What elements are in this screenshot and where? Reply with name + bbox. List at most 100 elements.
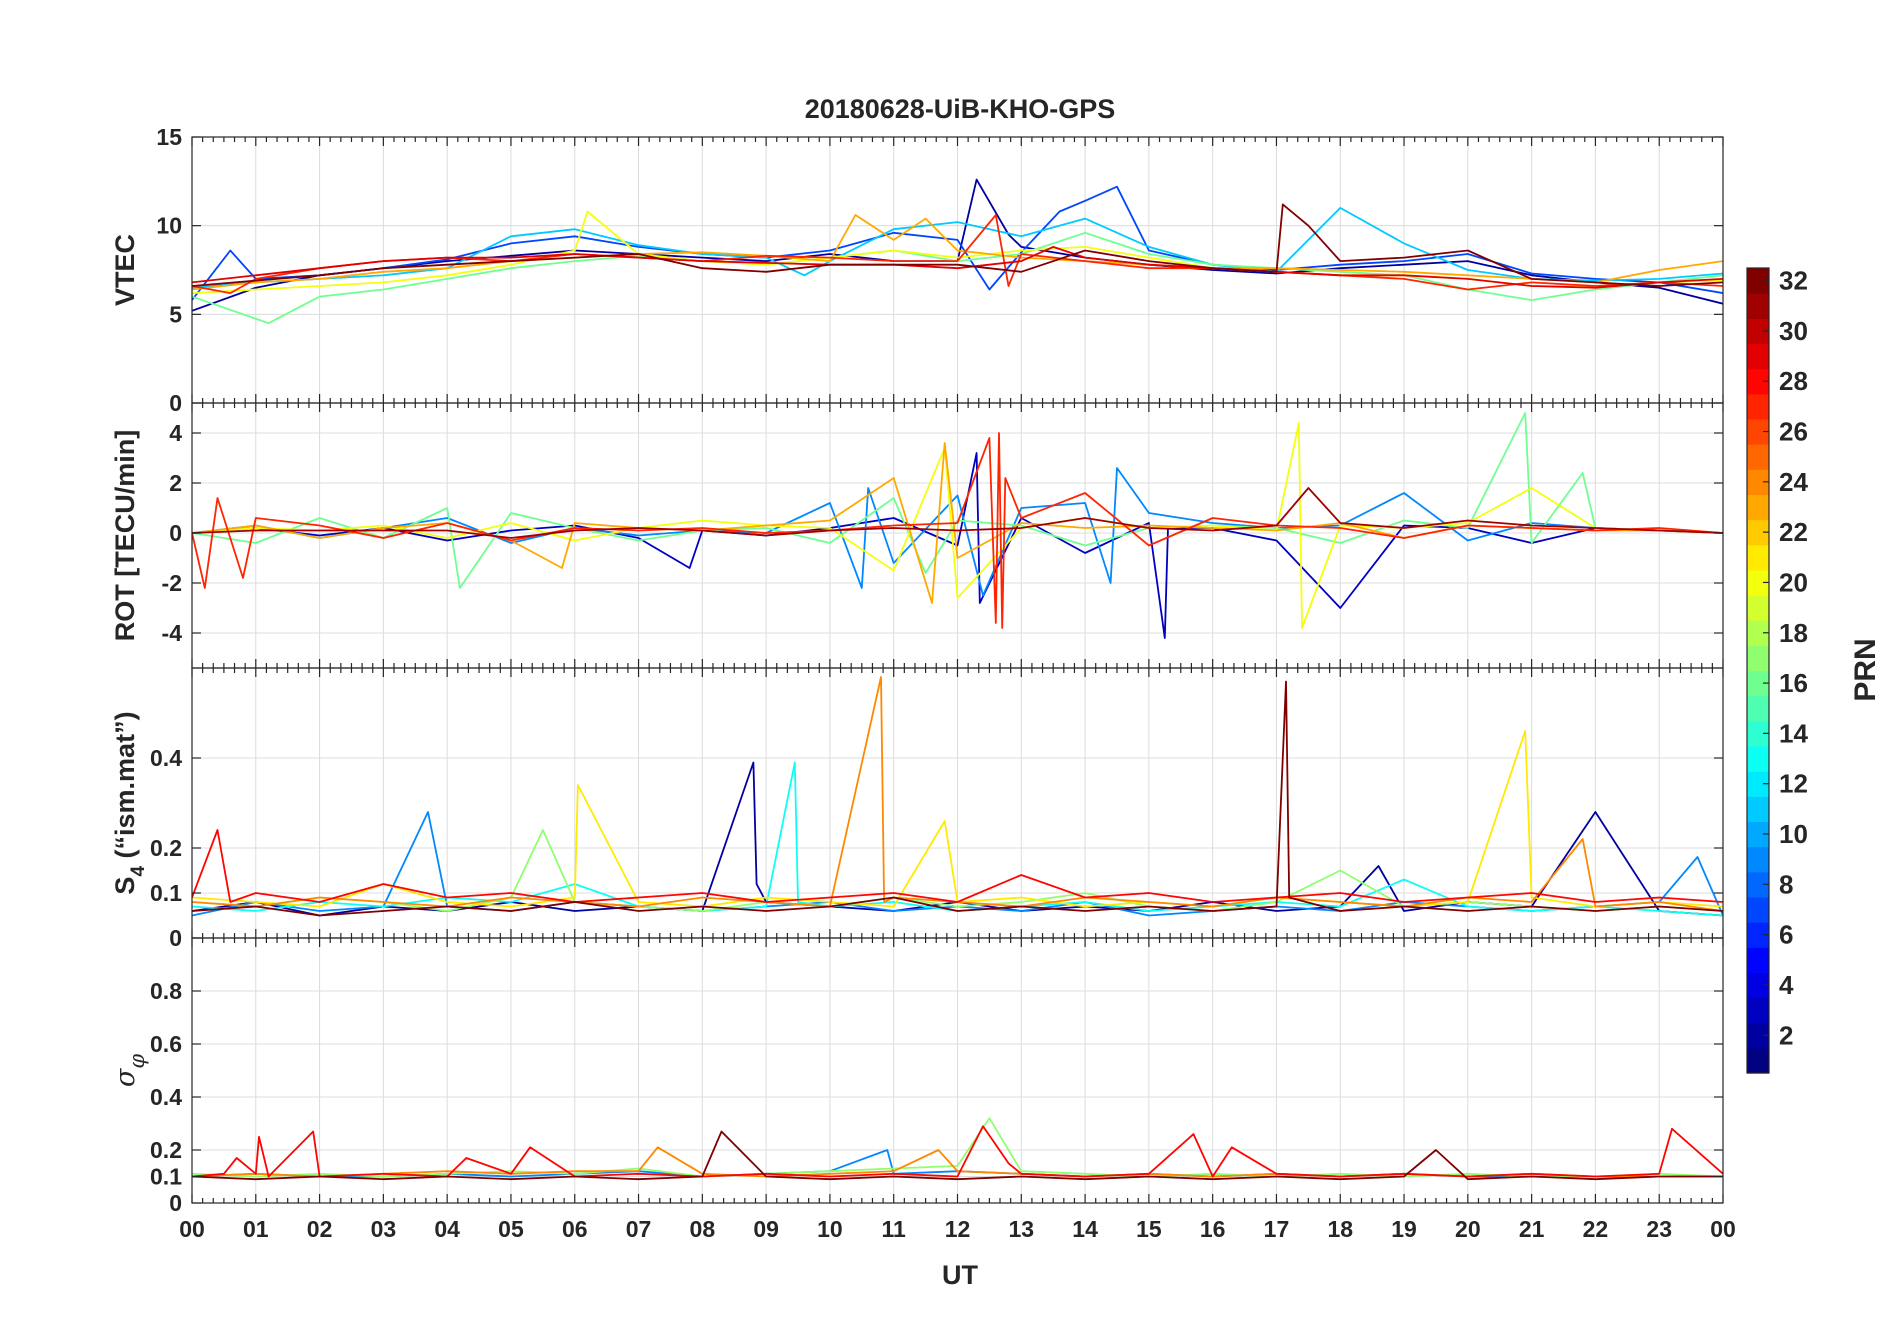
colorbar-segment (1747, 896, 1769, 923)
series-line-prn-28 (192, 1125, 1723, 1178)
colorbar-segment (1747, 871, 1769, 898)
colorbar-label: PRN (1849, 638, 1882, 701)
series-group (192, 1117, 1723, 1181)
series-line-prn-21 (192, 730, 1723, 908)
y-tick-label: 10 (156, 213, 182, 239)
colorbar-tick-label: 30 (1779, 316, 1808, 346)
x-tick-label: 18 (1327, 1216, 1353, 1242)
y-axis-label: ROT [TECU/min] (110, 430, 140, 641)
y-tick-label: 0.2 (150, 835, 182, 861)
colorbar-tick-label: 4 (1779, 970, 1794, 1000)
colorbar-segment (1747, 469, 1769, 496)
colorbar-segment (1747, 444, 1769, 470)
series-line-prn-13 (192, 761, 1723, 917)
colorbar-segment (1747, 544, 1769, 571)
colorbar-tick-label: 24 (1779, 467, 1808, 497)
panel-vtec: 0 5 10 15 VTEC (110, 124, 1724, 416)
y-axis-label: VTEC (110, 234, 140, 306)
colorbar-segment (1747, 670, 1769, 697)
colorbar-segment (1747, 318, 1769, 345)
series-line-prn-32 (192, 680, 1723, 917)
colorbar-segment (1747, 494, 1769, 521)
colorbar-segment (1747, 796, 1769, 823)
y-tick-label: 4 (169, 420, 182, 446)
y-tick-label: 0.2 (150, 1137, 182, 1163)
y-tick-label: 0.1 (150, 1164, 182, 1190)
colorbar-tick-label: 16 (1779, 668, 1808, 698)
colorbar-segment (1747, 343, 1769, 370)
y-tick-label: 0.1 (150, 880, 182, 906)
panel-rot: -4 -2 0 2 4 ROT [TECU/min] (110, 402, 1724, 669)
x-tick-label: 00 (179, 1216, 205, 1242)
series-line-prn-9 (192, 467, 1723, 597)
x-tick-label: 06 (562, 1216, 588, 1242)
x-tick-label: 13 (1008, 1216, 1034, 1242)
y-tick-label: 0.4 (150, 745, 182, 771)
x-tick-label: 08 (690, 1216, 716, 1242)
colorbar-segment (1747, 1047, 1769, 1074)
x-tick-label: 22 (1583, 1216, 1609, 1242)
colorbar-tick-label: 32 (1779, 266, 1808, 296)
colorbar-segment (1747, 418, 1769, 445)
colorbar-segment (1747, 922, 1769, 948)
x-tick-label: 19 (1391, 1216, 1417, 1242)
colorbar-segment (1747, 997, 1769, 1024)
y-tick-label: 0.4 (150, 1084, 182, 1110)
colorbar-tick-label: 14 (1779, 718, 1808, 748)
colorbar-segment (1747, 595, 1769, 621)
colorbar-tick-label: 28 (1779, 366, 1808, 396)
y-tick-label: 0 (169, 925, 182, 951)
y-tick-label: -4 (162, 620, 183, 646)
x-tick-label: 11 (882, 1216, 907, 1242)
x-tick-label: 02 (307, 1216, 333, 1242)
series-line-prn-29 (192, 246, 1723, 289)
x-tick-label: 21 (1519, 1216, 1545, 1242)
series-line-prn-31 (192, 487, 1723, 539)
y-tick-label: 0 (169, 390, 182, 416)
y-tick-label: 0.6 (150, 1031, 182, 1057)
colorbar-segment (1747, 745, 1769, 772)
colorbar-tick-label: 26 (1779, 417, 1808, 447)
colorbar-segment (1747, 1022, 1769, 1049)
x-tick-label: 20 (1455, 1216, 1481, 1242)
x-tick-label: 16 (1200, 1216, 1226, 1242)
series-line-prn-7 (192, 185, 1723, 301)
y-tick-label: -2 (162, 570, 182, 596)
colorbar-segment (1747, 293, 1769, 319)
y-tick-label: 0 (169, 1190, 182, 1216)
x-tick-label: 10 (817, 1216, 843, 1242)
series-line-prn-11 (192, 207, 1723, 289)
series-line-prn-28 (192, 829, 1723, 903)
colorbar-tick-label: 20 (1779, 567, 1808, 597)
colorbar-segment (1747, 368, 1769, 395)
colorbar-segment (1747, 268, 1769, 294)
colorbar-tick-label: 18 (1779, 618, 1808, 648)
colorbar-tick-label: 22 (1779, 517, 1808, 547)
series-line-prn-32 (192, 203, 1723, 287)
series-group (192, 676, 1723, 917)
colorbar-segment (1747, 771, 1769, 797)
y-axis-label: S4 (“ism.mat”) (110, 711, 149, 894)
x-tick-label: 17 (1264, 1216, 1290, 1242)
y-tick-label: 5 (169, 301, 182, 327)
x-tick-label: 01 (243, 1216, 269, 1242)
colorbar-segment (1747, 393, 1769, 420)
y-tick-label: 0.8 (150, 978, 182, 1004)
colorbar-segment (1747, 947, 1769, 973)
x-tick-label: 03 (371, 1216, 397, 1242)
series-line-prn-24 (192, 676, 1723, 912)
colorbar-segment (1747, 620, 1769, 646)
x-axis-label: UT (942, 1260, 978, 1290)
x-tick-label: 15 (1136, 1216, 1162, 1242)
series-group (192, 412, 1723, 639)
colorbar-frame (1746, 267, 1770, 1074)
colorbar-segment (1747, 645, 1769, 672)
y-tick-label: 0 (169, 520, 182, 546)
panel-s4: 0 0.1 0.2 0.4S4 (“ism.mat”) (110, 667, 1724, 951)
series-line-prn-20 (192, 422, 1723, 629)
series-line-prn-23 (192, 214, 1723, 291)
x-tick-label: 00 (1710, 1216, 1736, 1242)
colorbar-tick-label: 8 (1779, 869, 1793, 899)
